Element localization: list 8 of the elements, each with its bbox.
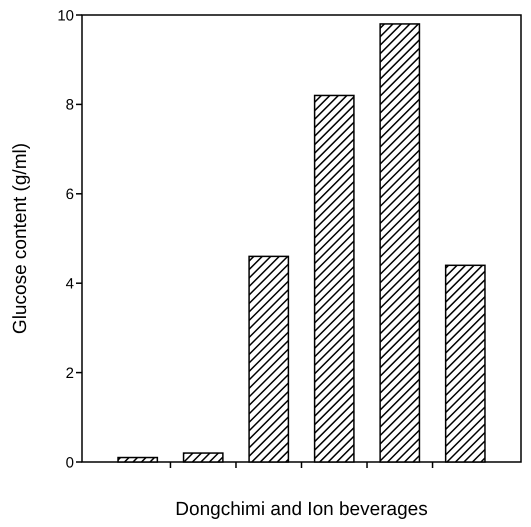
y-tick-label: 4 [66, 275, 74, 292]
y-tick-label: 2 [66, 364, 74, 382]
y-axis-title: Glucose content (g/ml) [10, 142, 31, 334]
y-tick-label: 8 [66, 96, 74, 114]
y-tick-label: 6 [66, 186, 74, 204]
x-axis-title: Dongchimi and Ion beverages [175, 499, 428, 520]
y-tick-label: 0 [66, 454, 74, 472]
y-tick-label: 10 [57, 7, 74, 24]
